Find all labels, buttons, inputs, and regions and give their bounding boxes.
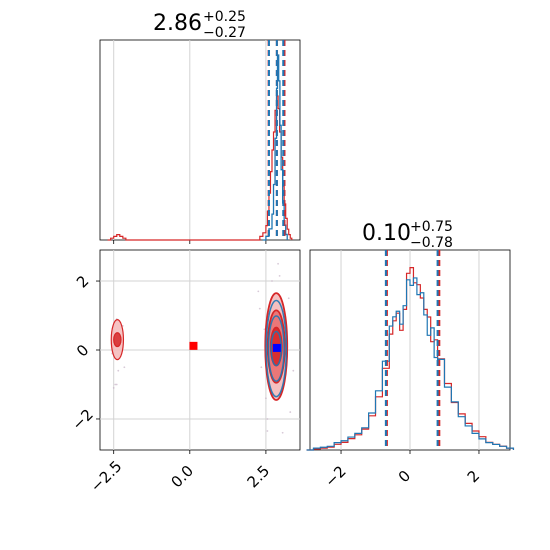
joint-true-marker [189,341,198,350]
joint-scatter-point-9 [266,418,269,420]
joint-scatter-point-5 [263,328,266,331]
joint-x-tick-label-1: 0.0 [167,462,197,492]
marginal-1-histogram-red [107,95,293,241]
marginal-2-x-tick-label-2: 2 [464,467,483,486]
marginal-title-2-lower: −0.78 [410,235,453,251]
joint-main-contour-blue-0 [270,330,283,367]
joint-y-tick-label-0: −2 [69,405,97,433]
joint-scatter-point-20 [117,369,120,372]
marginal-2-histogram-blue [306,277,515,451]
marginal-panel-parameter-1-frame [99,39,301,241]
joint-scatter-point-11 [260,366,263,369]
marginal-2-x-tick-label-0: −2 [321,462,349,490]
joint-scatter-point-23 [123,366,126,369]
joint-x-tick-label-0: −2.5 [87,457,125,495]
joint-estimate-marker [272,343,281,352]
joint-scatter-point-25 [114,383,117,386]
marginal-title-2: 0.10 [362,221,411,246]
joint-scatter-point-15 [266,430,269,432]
joint-main-contour-blue-2 [265,299,288,398]
joint-y-tick-label-1: 0 [73,341,92,360]
marginal-title-2-upper: +0.75 [410,219,453,235]
marginal-2-x-tick-label-1: 0 [395,467,414,486]
joint-scatter-point-24 [112,387,115,389]
marginal-title-1-upper: +0.25 [203,9,246,25]
marginal-title-1: 2.86 [153,11,202,36]
joint-x-tick-label-2: 2.5 [244,462,274,492]
joint-scatter-point-7 [271,280,273,282]
joint-scatter-point-4 [278,274,281,277]
joint-main-contour-blue-1 [267,315,285,382]
joint-y-tick-label-2: 2 [73,272,92,291]
marginal-title-1-lower: −0.27 [203,25,246,41]
joint-scatter-point-0 [258,307,261,310]
joint-scatter-point-17 [277,262,279,265]
joint-scatter-point-22 [115,383,118,386]
marginal-panel-parameter-1: 2.86 +0.25 −0.27 [99,9,301,241]
joint-scatter-point-10 [292,369,295,372]
joint-scatter-point-14 [257,290,260,293]
joint-secondary-contour-red-1 [113,332,122,348]
joint-scatter-point-3 [289,411,292,413]
joint-scatter-point-2 [287,297,290,300]
joint-scatter-point-16 [281,431,284,434]
joint-scatter-point-1 [265,397,267,400]
